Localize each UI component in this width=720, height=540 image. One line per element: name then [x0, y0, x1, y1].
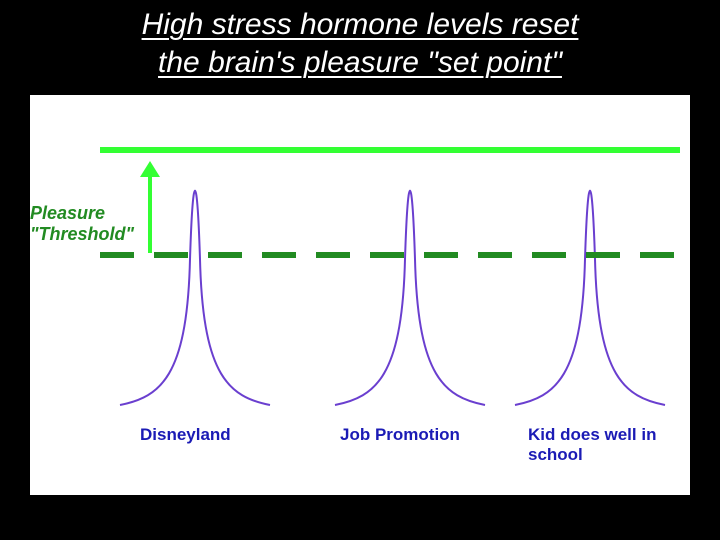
- chart-panel: Pleasure "Threshold" Disneyland Job Prom…: [30, 95, 690, 495]
- x-label-job-promotion: Job Promotion: [340, 425, 460, 445]
- y-axis-label-line1: Pleasure: [30, 203, 105, 223]
- x-label-disneyland: Disneyland: [140, 425, 231, 445]
- y-axis-label-line2: "Threshold": [30, 224, 134, 244]
- y-axis-label: Pleasure "Threshold": [30, 203, 134, 244]
- slide-title: High stress hormone levels reset the bra…: [0, 0, 720, 81]
- title-line-2: the brain's pleasure "set point": [0, 44, 720, 82]
- x-label-kid-school: Kid does well inschool: [528, 425, 656, 464]
- title-line-1: High stress hormone levels reset: [0, 6, 720, 44]
